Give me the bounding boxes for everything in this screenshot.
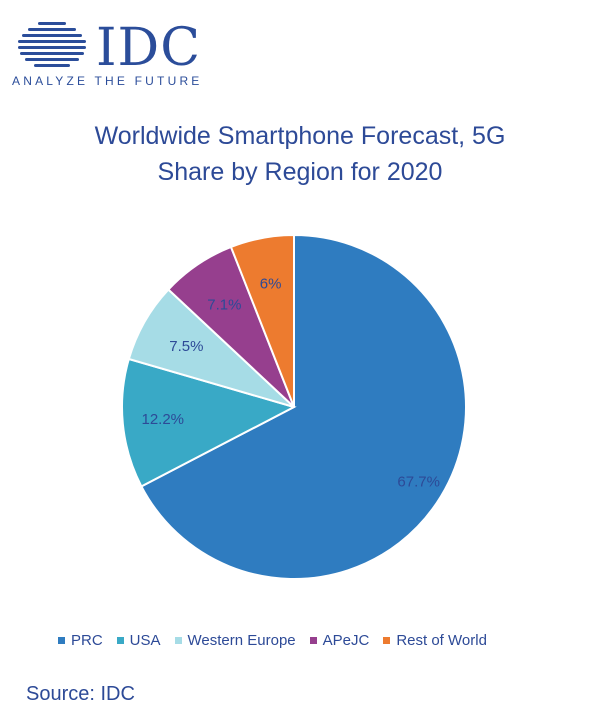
data-label-apejc: 7.1% [207, 297, 241, 314]
legend-item-apejc: APeJC [309, 632, 370, 649]
idc-globe-icon [18, 22, 86, 67]
data-label-prc: 67.7% [397, 474, 440, 491]
pie-slice-usa [121, 357, 297, 488]
pie-chart: 67.7% 12.2% 7.5% 7.1% 6% [121, 233, 467, 580]
chart-subtitle: Share by Region for 2020 [157, 158, 443, 186]
pie-slice-prc [140, 233, 467, 580]
legend-swatch [309, 637, 317, 644]
legend-swatch [116, 637, 124, 644]
legend-swatch [58, 637, 65, 644]
legend-label: Rest of World [396, 632, 487, 649]
legend-label: USA [129, 632, 161, 649]
data-label-usa: 12.2% [141, 411, 184, 428]
idc-logo: IDC ANALYZE THE FUTURE [12, 20, 202, 95]
legend-label: APeJC [322, 632, 370, 649]
legend-item-prc: PRC [58, 632, 103, 649]
legend-label: Western Europe [187, 632, 296, 649]
source-note: Source: IDC [26, 683, 135, 705]
legend-swatch [383, 637, 391, 644]
chart-title-block: Worldwide Smartphone Forecast, 5G Share … [0, 118, 600, 190]
legend-swatch [174, 637, 182, 644]
idc-wordmark: IDC [96, 18, 202, 78]
legend-item-western-europe: Western Europe [174, 632, 296, 649]
legend-item-rest-of-world: Rest of World [383, 632, 487, 649]
legend-item-usa: USA [116, 632, 161, 649]
pie-slice-rest-of-world [229, 233, 295, 408]
chart-legend: PRC USA Western Europe APeJC Rest of World [58, 632, 501, 649]
legend-label: PRC [71, 632, 103, 649]
data-label-western-europe: 7.5% [169, 338, 203, 355]
chart-title: Worldwide Smartphone Forecast, 5G [94, 122, 506, 150]
data-label-rest-of-world: 6% [260, 276, 282, 293]
logo-tagline: ANALYZE THE FUTURE [12, 74, 203, 88]
